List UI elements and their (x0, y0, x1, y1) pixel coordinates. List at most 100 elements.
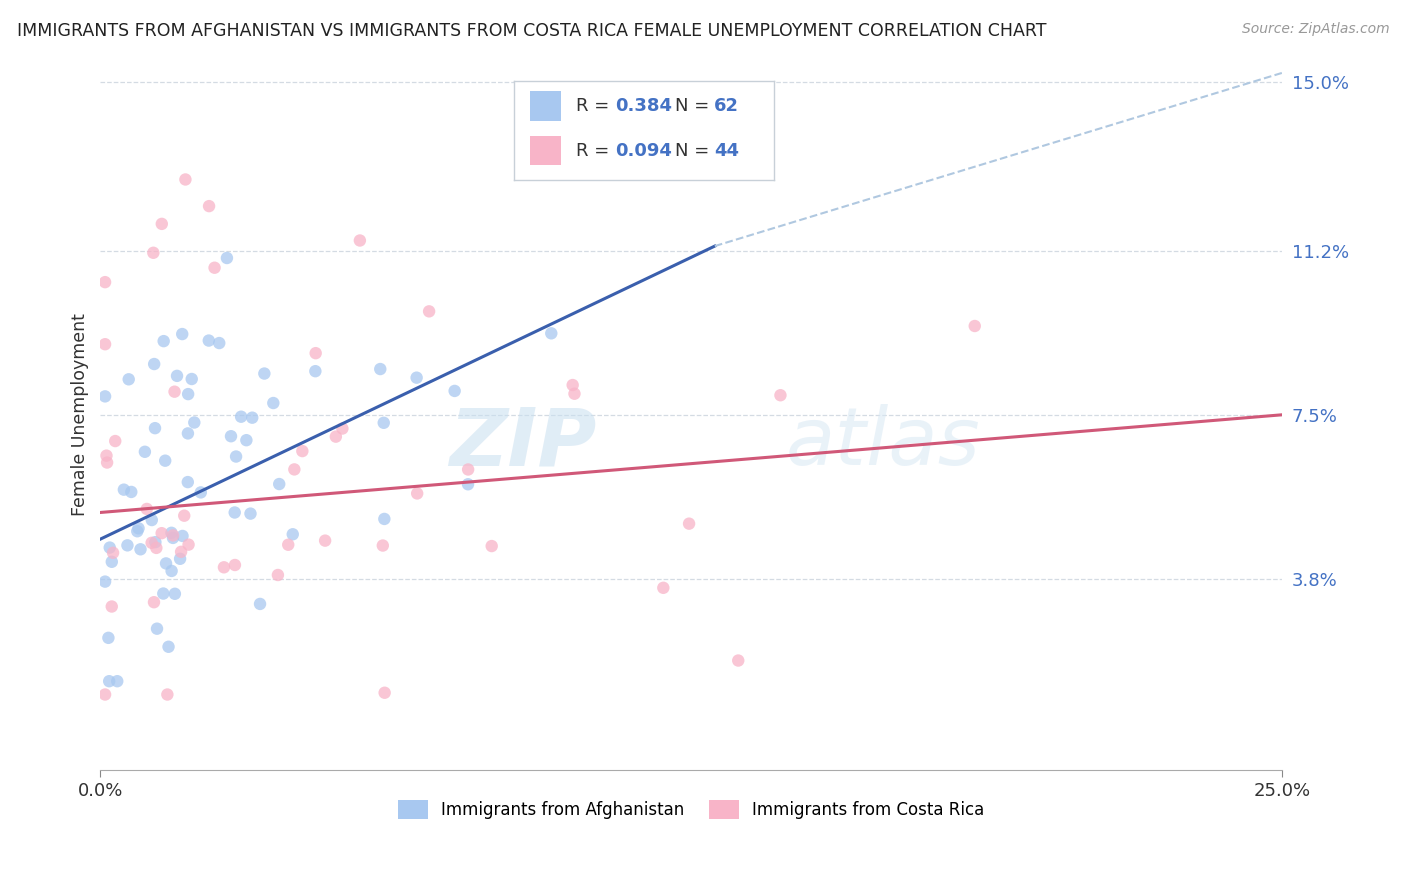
Point (145, 541, 167, 555)
Point (371, 539, 394, 553)
Point (155, 557, 177, 571)
Point (304, 364, 326, 378)
Point (162, 528, 184, 542)
Point (269, 477, 291, 491)
Point (98, 674, 121, 689)
Point (94, 574, 117, 589)
Point (157, 640, 180, 654)
Point (117, 538, 139, 552)
Point (678, 516, 700, 531)
Point (481, 539, 503, 553)
Point (145, 535, 167, 549)
Point (373, 512, 395, 526)
Point (169, 551, 191, 566)
Point (564, 386, 586, 401)
Point (224, 558, 246, 572)
Point (120, 485, 142, 500)
Point (204, 260, 226, 275)
Point (96, 456, 118, 470)
Point (94, 389, 117, 403)
Point (314, 533, 336, 548)
Point (963, 318, 986, 333)
Point (368, 362, 391, 376)
Point (277, 538, 299, 552)
Point (229, 409, 252, 424)
Point (291, 444, 314, 458)
Point (153, 453, 176, 467)
Point (332, 421, 354, 435)
Point (104, 434, 127, 448)
Point (198, 199, 221, 213)
Point (249, 597, 271, 611)
Point (727, 654, 749, 668)
Point (100, 599, 122, 614)
Point (177, 475, 200, 489)
Point (174, 172, 197, 186)
Point (135, 502, 157, 516)
Point (240, 410, 263, 425)
Point (150, 217, 173, 231)
Point (183, 416, 205, 430)
Point (141, 536, 163, 550)
Point (162, 531, 184, 545)
Point (94, 688, 117, 702)
Point (262, 396, 284, 410)
Legend: Immigrants from Afghanistan, Immigrants from Costa Rica: Immigrants from Afghanistan, Immigrants … (391, 793, 991, 826)
Point (212, 560, 235, 574)
Point (94, 337, 117, 351)
Point (225, 450, 247, 464)
Point (105, 674, 128, 689)
Point (406, 486, 429, 500)
Point (141, 513, 163, 527)
Point (197, 334, 219, 348)
Point (177, 387, 200, 401)
Point (219, 429, 242, 443)
Point (457, 462, 479, 476)
Point (305, 346, 328, 360)
Point (239, 507, 262, 521)
Point (177, 538, 200, 552)
Point (96, 449, 118, 463)
Point (163, 384, 186, 399)
Point (94, 275, 117, 289)
Point (561, 378, 583, 392)
Point (172, 327, 194, 342)
Point (127, 524, 149, 539)
Point (163, 587, 186, 601)
Point (180, 372, 202, 386)
Point (457, 477, 479, 491)
Point (235, 433, 257, 447)
Point (146, 622, 169, 636)
Point (98, 541, 121, 555)
Point (405, 370, 427, 384)
Point (152, 586, 174, 600)
Point (166, 368, 188, 383)
Point (652, 581, 675, 595)
Point (143, 595, 166, 609)
Point (349, 234, 371, 248)
Point (129, 542, 152, 557)
Text: ZIP: ZIP (450, 404, 596, 483)
Point (540, 326, 562, 341)
Point (443, 384, 465, 398)
Point (173, 508, 195, 523)
Point (152, 334, 174, 348)
Point (150, 526, 173, 541)
Point (325, 430, 347, 444)
Point (112, 483, 135, 497)
Point (208, 336, 231, 351)
Point (97, 631, 120, 645)
Point (128, 521, 150, 535)
Point (101, 546, 124, 560)
Point (418, 304, 440, 318)
Point (143, 421, 166, 435)
Point (374, 686, 396, 700)
Text: IMMIGRANTS FROM AFGHANISTAN VS IMMIGRANTS FROM COSTA RICA FEMALE UNEMPLOYMENT CO: IMMIGRANTS FROM AFGHANISTAN VS IMMIGRANT… (17, 22, 1046, 40)
Point (253, 367, 276, 381)
Point (283, 462, 305, 476)
Point (143, 357, 166, 371)
Point (177, 426, 200, 441)
Point (160, 564, 183, 578)
Point (156, 688, 179, 702)
Point (170, 545, 193, 559)
